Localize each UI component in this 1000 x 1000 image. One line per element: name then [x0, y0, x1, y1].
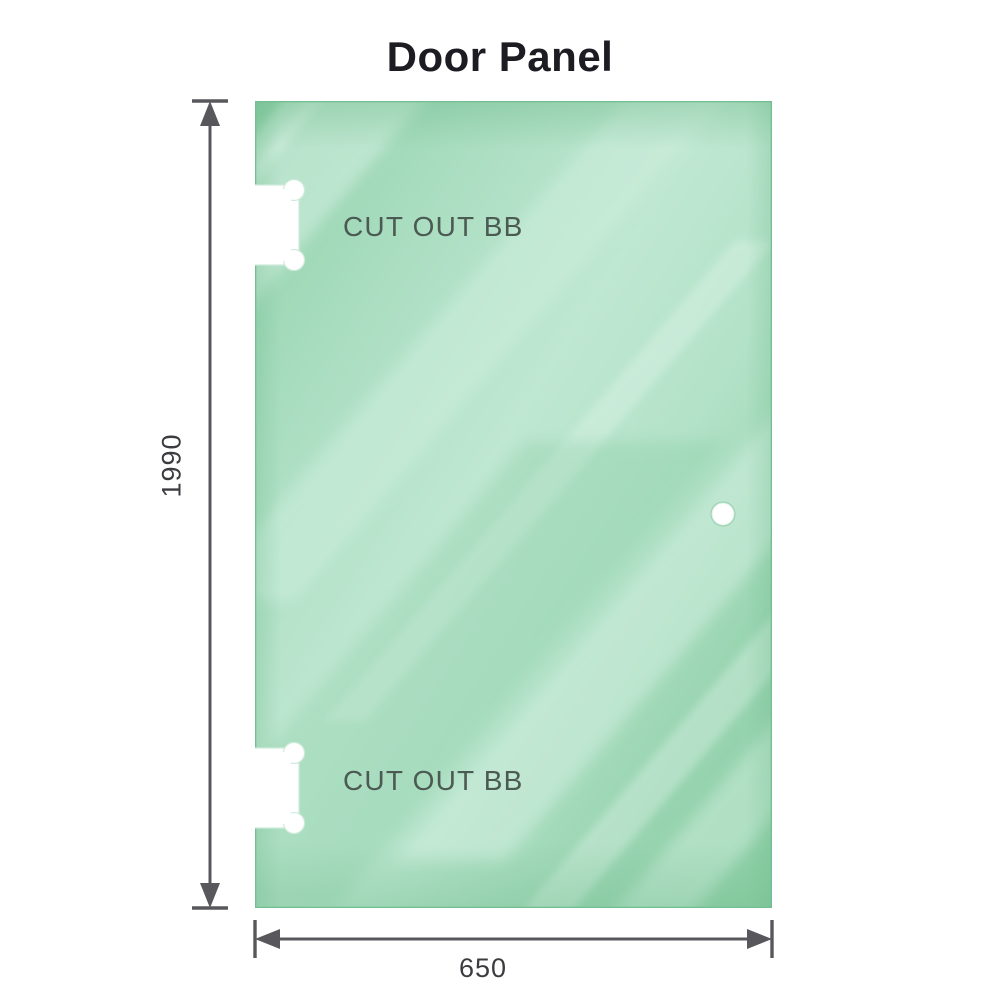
- width-dimension-label: 650: [458, 953, 508, 983]
- panel-graphic: [255, 101, 772, 908]
- panel-outline: [255, 101, 772, 908]
- cut-out-bb-bottom-label: CUT OUT BB: [343, 765, 524, 796]
- dimension-height: [192, 99, 228, 910]
- panel-edge-shade-horizontal: [255, 101, 772, 908]
- height-arrow-down: [200, 883, 220, 908]
- cut-out-bb-bottom: [255, 741, 306, 835]
- height-arrow-up: [200, 101, 220, 126]
- width-arrow-left: [255, 929, 280, 949]
- glass-door-panel: [255, 101, 772, 908]
- cut-out-bb-top: [255, 178, 306, 272]
- width-arrow-right: [747, 929, 772, 949]
- cut-out-bb-top-label: CUT OUT BB: [343, 211, 524, 242]
- page-title: Door Panel: [386, 33, 614, 80]
- handle-hole: [710, 501, 736, 527]
- height-dimension-label: 1990: [156, 433, 187, 498]
